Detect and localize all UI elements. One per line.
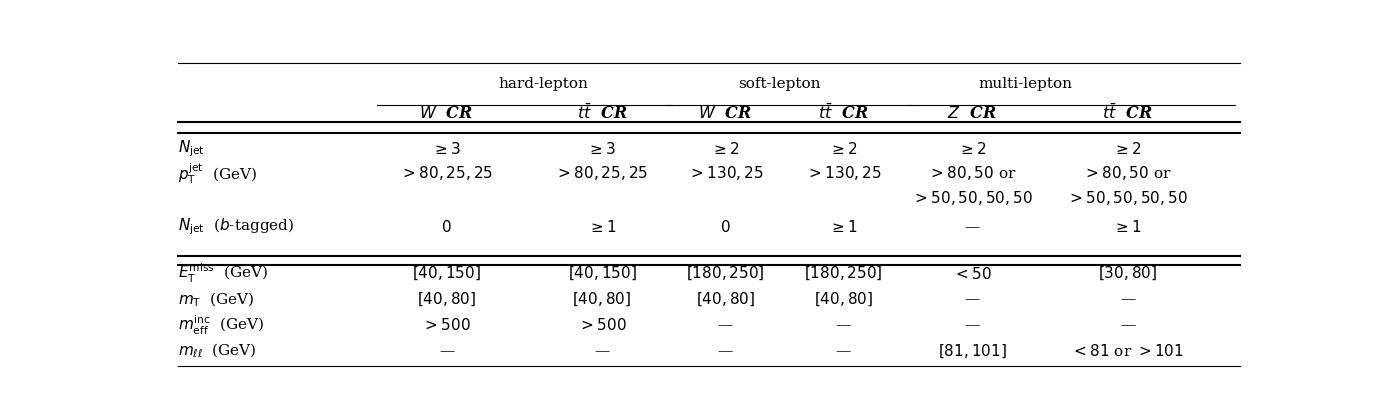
Text: $[180,250]$: $[180,250]$	[686, 265, 765, 282]
Text: $0$: $0$	[441, 219, 451, 235]
Text: $[40,80]$: $[40,80]$	[573, 291, 631, 308]
Text: $\geq 2$: $\geq 2$	[829, 141, 858, 157]
Text: —: —	[836, 344, 851, 358]
Text: multi-lepton: multi-lepton	[978, 77, 1073, 92]
Text: $\geq 1$: $\geq 1$	[829, 219, 858, 235]
Text: $< 50$: $< 50$	[952, 265, 991, 281]
Text: $m_{\ell\ell}$  (GeV): $m_{\ell\ell}$ (GeV)	[179, 342, 257, 360]
Text: $p_{\mathrm{T}}^{\mathrm{jet}}$  (GeV): $p_{\mathrm{T}}^{\mathrm{jet}}$ (GeV)	[179, 161, 257, 186]
Text: $> 50,50,50,50$: $> 50,50,50,50$	[1067, 189, 1187, 207]
Text: $t\bar{t}$  CR: $t\bar{t}$ CR	[1102, 104, 1153, 123]
Text: $[40,80]$: $[40,80]$	[696, 291, 756, 308]
Text: $> 80,50$ or: $> 80,50$ or	[1084, 164, 1172, 182]
Text: $> 80,50$ or: $> 80,50$ or	[927, 164, 1016, 182]
Text: $> 130,25$: $> 130,25$	[805, 164, 882, 182]
Text: $0$: $0$	[720, 219, 731, 235]
Text: $W$  CR: $W$ CR	[419, 105, 473, 122]
Text: $\geq 3$: $\geq 3$	[587, 141, 617, 157]
Text: $[40,80]$: $[40,80]$	[417, 291, 476, 308]
Text: $< 81$ or $> 101$: $< 81$ or $> 101$	[1071, 343, 1183, 359]
Text: $> 50,50,50,50$: $> 50,50,50,50$	[912, 189, 1032, 207]
Text: —: —	[836, 318, 851, 332]
Text: $[40,150]$: $[40,150]$	[412, 265, 482, 282]
Text: $\geq 2$: $\geq 2$	[711, 141, 740, 157]
Text: $t\bar{t}$  CR: $t\bar{t}$ CR	[818, 104, 869, 123]
Text: $E_{\mathrm{T}}^{\mathrm{miss}}$  (GeV): $E_{\mathrm{T}}^{\mathrm{miss}}$ (GeV)	[179, 262, 268, 285]
Text: $[30,80]$: $[30,80]$	[1098, 265, 1157, 282]
Text: —: —	[594, 344, 610, 358]
Text: $[40,80]$: $[40,80]$	[814, 291, 873, 308]
Text: —: —	[439, 344, 454, 358]
Text: $Z$  CR: $Z$ CR	[947, 105, 996, 122]
Text: $N_{\mathrm{jet}}$: $N_{\mathrm{jet}}$	[179, 139, 205, 159]
Text: $> 500$: $> 500$	[577, 317, 627, 333]
Text: $\geq 2$: $\geq 2$	[1113, 141, 1142, 157]
Text: $[81,101]$: $[81,101]$	[937, 342, 1006, 360]
Text: $> 80, 25, 25$: $> 80, 25, 25$	[400, 164, 493, 182]
Text: —: —	[965, 292, 980, 307]
Text: $m_{\mathrm{eff}}^{\mathrm{inc}}$  (GeV): $m_{\mathrm{eff}}^{\mathrm{inc}}$ (GeV)	[179, 314, 264, 337]
Text: $m_{\mathrm{T}}$  (GeV): $m_{\mathrm{T}}$ (GeV)	[179, 290, 255, 309]
Text: $\geq 1$: $\geq 1$	[1113, 219, 1142, 235]
Text: —: —	[965, 318, 980, 332]
Text: $> 80, 25, 25$: $> 80, 25, 25$	[555, 164, 649, 182]
Text: hard-lepton: hard-lepton	[498, 77, 588, 92]
Text: —: —	[718, 344, 734, 358]
Text: $t\bar{t}$  CR: $t\bar{t}$ CR	[577, 104, 627, 123]
Text: soft-lepton: soft-lepton	[738, 77, 821, 92]
Text: $> 130,25$: $> 130,25$	[688, 164, 763, 182]
Text: $[180,250]$: $[180,250]$	[804, 265, 883, 282]
Text: $N_{\mathrm{jet}}$  ($b$-tagged): $N_{\mathrm{jet}}$ ($b$-tagged)	[179, 216, 295, 237]
Text: $> 500$: $> 500$	[422, 317, 471, 333]
Text: —: —	[965, 220, 980, 234]
Text: $\geq 1$: $\geq 1$	[588, 219, 616, 235]
Text: $\geq 3$: $\geq 3$	[432, 141, 461, 157]
Text: —: —	[1120, 318, 1135, 332]
Text: $\geq 2$: $\geq 2$	[958, 141, 987, 157]
Text: $[40,150]$: $[40,150]$	[567, 265, 637, 282]
Text: —: —	[718, 318, 734, 332]
Text: —: —	[1120, 292, 1135, 307]
Text: $W$  CR: $W$ CR	[699, 105, 753, 122]
